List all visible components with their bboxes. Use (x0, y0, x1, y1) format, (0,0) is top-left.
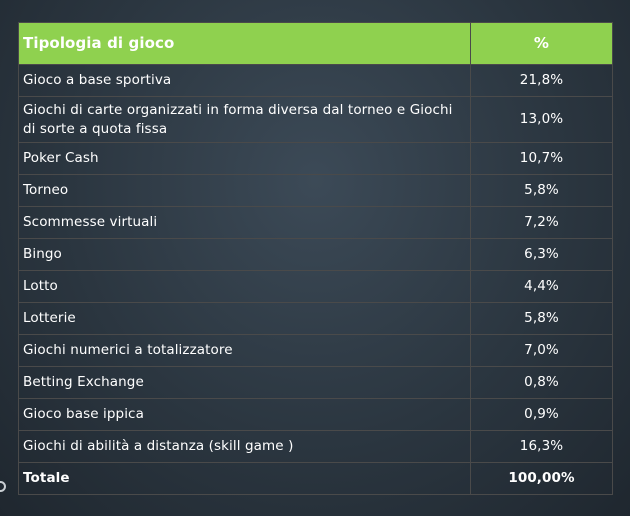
total-row: Totale 100,00% (18, 462, 613, 495)
row-label: Betting Exchange (18, 366, 471, 399)
row-label: Bingo (18, 238, 471, 271)
table-row: Betting Exchange 0,8% (18, 366, 613, 399)
row-label: Giochi di abilità a distanza (skill game… (18, 430, 471, 463)
game-type-table: Tipologia di gioco % Gioco a base sporti… (18, 22, 613, 495)
total-value: 100,00% (470, 462, 613, 495)
row-value: 16,3% (470, 430, 613, 463)
row-value: 7,2% (470, 206, 613, 239)
header-type: Tipologia di gioco (18, 22, 471, 65)
table-row: Poker Cash 10,7% (18, 142, 613, 175)
row-label: Giochi di carte organizzati in forma div… (18, 96, 471, 143)
row-value: 6,3% (470, 238, 613, 271)
table-row: Lotto 4,4% (18, 270, 613, 303)
row-label: Poker Cash (18, 142, 471, 175)
row-label: Giochi numerici a totalizzatore (18, 334, 471, 367)
row-value: 0,9% (470, 398, 613, 431)
table-row: Bingo 6,3% (18, 238, 613, 271)
row-value: 5,8% (470, 174, 613, 207)
row-label: Gioco base ippica (18, 398, 471, 431)
row-value: 13,0% (470, 96, 613, 143)
row-label: Gioco a base sportiva (18, 64, 471, 97)
table-row: Giochi di abilità a distanza (skill game… (18, 430, 613, 463)
total-label: Totale (18, 462, 471, 495)
row-value: 21,8% (470, 64, 613, 97)
row-value: 4,4% (470, 270, 613, 303)
row-value: 10,7% (470, 142, 613, 175)
row-label: Lotterie (18, 302, 471, 335)
table-row: Lotterie 5,8% (18, 302, 613, 335)
table-row: Gioco base ippica 0,9% (18, 398, 613, 431)
row-value: 5,8% (470, 302, 613, 335)
table-row: Gioco a base sportiva 21,8% (18, 64, 613, 97)
table-row: Torneo 5,8% (18, 174, 613, 207)
header-percent: % (470, 22, 613, 65)
row-value: 0,8% (470, 366, 613, 399)
table-row: Giochi numerici a totalizzatore 7,0% (18, 334, 613, 367)
row-value: 7,0% (470, 334, 613, 367)
row-label: Torneo (18, 174, 471, 207)
row-label: Lotto (18, 270, 471, 303)
table-row: Giochi di carte organizzati in forma div… (18, 96, 613, 143)
bullet-ring-icon (0, 481, 6, 492)
table-header-row: Tipologia di gioco % (18, 22, 613, 65)
table-row: Scommesse virtuali 7,2% (18, 206, 613, 239)
row-label: Scommesse virtuali (18, 206, 471, 239)
